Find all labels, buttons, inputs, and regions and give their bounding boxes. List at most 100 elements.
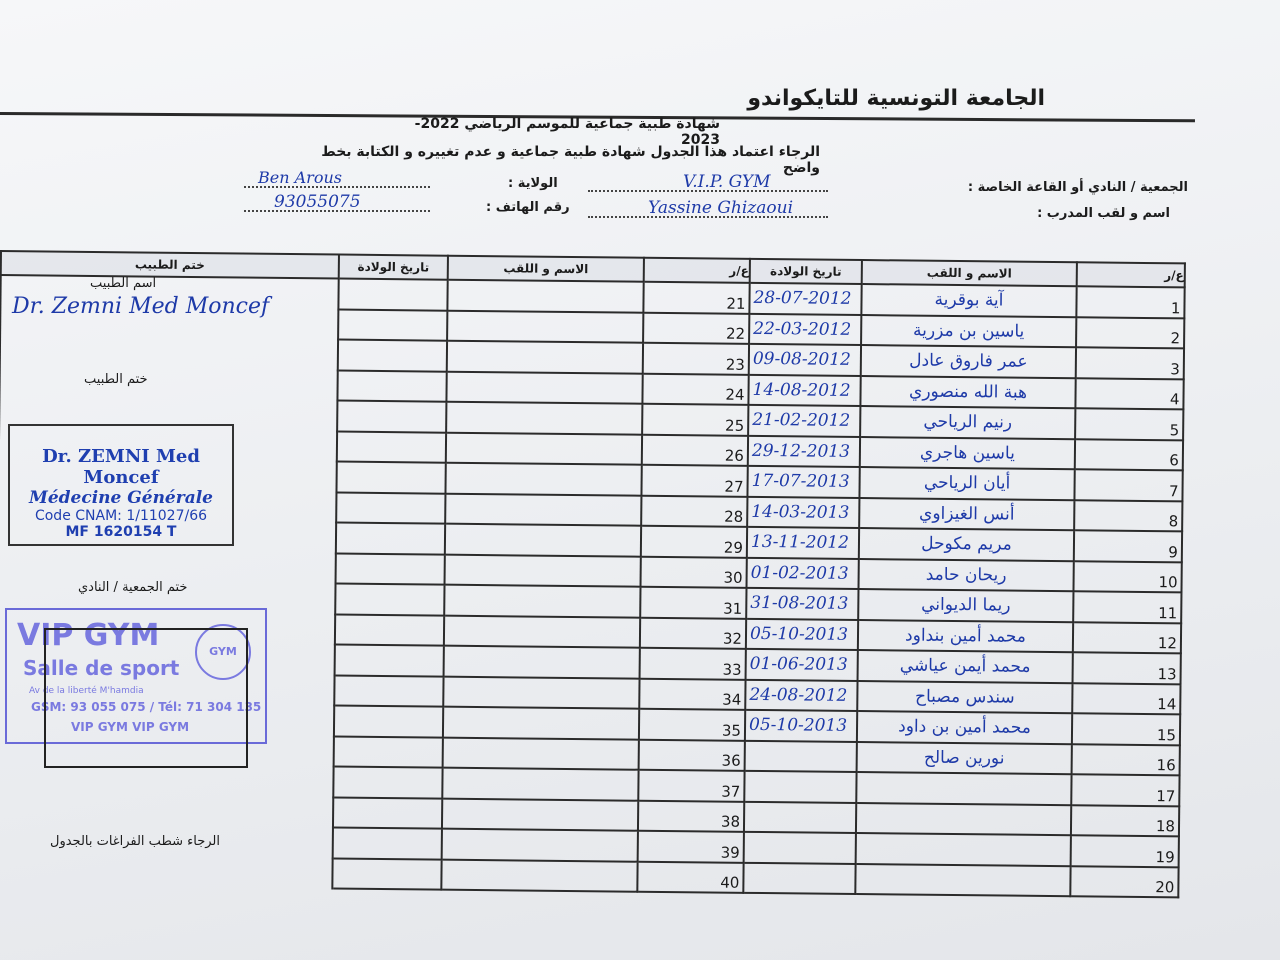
birth-date-cell[interactable] [743, 862, 856, 894]
logo-text: GYM [209, 645, 237, 658]
left-name-cell[interactable] [443, 676, 640, 709]
left-birth-date-cell[interactable] [332, 797, 443, 829]
left-name-cell[interactable] [445, 432, 643, 465]
row-number: 10 [1073, 560, 1182, 593]
birth-date-cell[interactable]: 09-08-2012 [748, 343, 862, 376]
birth-date-cell[interactable]: 05-10-2013 [744, 709, 858, 742]
left-name-cell[interactable] [445, 493, 642, 526]
athlete-name-cell[interactable]: رنيم الرياحي [860, 406, 1076, 439]
left-birth-date-cell[interactable] [333, 766, 443, 799]
left-name-cell[interactable] [446, 340, 644, 374]
birth-date-cell[interactable]: 13-11-2012 [746, 526, 860, 559]
left-birth-date-cell[interactable] [334, 675, 444, 707]
birth-date-cell[interactable]: 24-08-2012 [745, 679, 858, 712]
birth-date-cell[interactable]: 01-06-2013 [745, 648, 858, 681]
birth-date-cell[interactable]: 17-07-2013 [747, 465, 860, 498]
athlete-name-cell[interactable]: ريحان حامد [858, 558, 1074, 592]
athlete-name-cell[interactable]: آية بوقرية [861, 284, 1077, 317]
club-value: V.I.P. GYM [683, 172, 771, 192]
birth-date-cell[interactable]: 01-02-2013 [746, 557, 859, 590]
athlete-name-cell[interactable]: ياسين بن مزرية [861, 314, 1077, 348]
athlete-name-cell[interactable]: محمد أمين بنداود [857, 619, 1074, 653]
athlete-name-cell[interactable]: ريما الديواني [858, 589, 1074, 622]
birth-date-cell[interactable]: 21-02-2012 [748, 404, 861, 437]
athlete-name-cell[interactable] [855, 802, 1072, 836]
left-birth-date-cell[interactable] [338, 309, 448, 341]
left-row-number: 38 [637, 800, 745, 832]
athlete-name-cell[interactable]: نورين صالح [856, 741, 1072, 775]
left-birth-date-cell[interactable] [337, 370, 447, 402]
left-name-cell[interactable] [442, 737, 639, 770]
row-number: 19 [1070, 835, 1179, 867]
governorate-field[interactable]: Ben Arous [244, 168, 430, 188]
birth-date-cell[interactable]: 31-08-2013 [746, 587, 859, 620]
left-name-cell[interactable] [447, 279, 644, 313]
left-name-cell[interactable] [444, 554, 641, 587]
birth-date-cell[interactable]: 28-07-2012 [749, 282, 862, 315]
left-name-cell[interactable] [446, 371, 643, 404]
athlete-name-cell[interactable]: أيان الرياحي [859, 467, 1075, 500]
row-number: 7 [1074, 469, 1183, 501]
left-name-cell[interactable] [445, 462, 642, 496]
club-field[interactable]: V.I.P. GYM [588, 172, 828, 192]
left-name-cell[interactable] [442, 706, 640, 740]
row-number: 5 [1075, 408, 1184, 440]
athlete-name-cell[interactable] [855, 863, 1071, 897]
left-birth-date-cell[interactable] [332, 858, 442, 890]
athlete-name-cell[interactable]: عمر فاروق عادل [860, 345, 1077, 378]
birth-date-cell[interactable]: 14-03-2013 [747, 496, 860, 529]
instruction-text: الرجاء اعتماد هذا الجدول شهادة طبية جماع… [321, 144, 820, 176]
athlete-name-cell[interactable]: أنس الغيزاوي [859, 497, 1075, 531]
left-birth-date-cell[interactable] [335, 583, 445, 616]
athlete-name-cell[interactable]: مريم مكوحل [858, 528, 1075, 561]
left-birth-date-cell[interactable] [334, 644, 444, 677]
left-birth-date-cell[interactable] [333, 736, 443, 768]
athlete-name-cell[interactable] [856, 771, 1072, 805]
stamp-club-name: VIP GYM [17, 618, 160, 653]
left-birth-date-cell[interactable] [338, 278, 448, 311]
row-number: 6 [1074, 438, 1184, 471]
left-birth-date-cell[interactable] [337, 339, 448, 372]
left-birth-date-cell[interactable] [335, 553, 445, 585]
athlete-name-cell[interactable] [855, 832, 1071, 866]
birth-date-cell[interactable] [743, 831, 856, 864]
birth-date-cell[interactable] [744, 740, 857, 772]
phone-field[interactable]: 93055075 [244, 192, 430, 212]
left-birth-date-cell[interactable] [333, 705, 444, 738]
stamp-mf: MF 1620154 T [65, 524, 177, 540]
left-birth-date-cell[interactable] [336, 492, 446, 524]
left-row-number: 29 [640, 525, 748, 558]
left-birth-date-cell[interactable] [336, 431, 447, 463]
left-birth-date-cell[interactable] [336, 461, 446, 494]
left-name-cell[interactable] [441, 859, 638, 892]
left-birth-date-cell[interactable] [337, 400, 447, 433]
birth-date-cell[interactable] [744, 770, 857, 803]
athlete-name-cell[interactable]: سندس مصباح [857, 680, 1073, 714]
athlete-name-cell[interactable]: محمد أمين بن داود [856, 711, 1073, 744]
birth-date-cell[interactable]: 22-03-2012 [749, 313, 862, 346]
athlete-name-cell[interactable]: ياسين هاجري [859, 436, 1076, 470]
athlete-name-cell[interactable]: محمد أيمن عياشي [857, 650, 1073, 683]
left-name-cell[interactable] [444, 523, 642, 557]
club-label: الجمعية / النادي أو القاعة الخاصة : [967, 180, 1188, 195]
left-birth-date-cell[interactable] [332, 827, 442, 860]
left-name-cell[interactable] [443, 645, 640, 679]
left-name-cell[interactable] [442, 767, 639, 801]
birth-date-cell[interactable]: 29-12-2013 [747, 435, 861, 468]
stamp-doctor-name: Dr. ZEMNI Med Moncef [42, 446, 200, 488]
birth-date-cell[interactable] [743, 801, 857, 833]
left-name-cell[interactable] [443, 615, 641, 648]
birth-date-cell[interactable]: 05-10-2013 [745, 618, 859, 651]
left-name-cell[interactable] [441, 828, 638, 862]
row-number: 16 [1071, 743, 1180, 776]
left-name-cell[interactable] [447, 310, 644, 343]
left-name-cell[interactable] [441, 798, 639, 831]
left-name-cell[interactable] [444, 584, 641, 618]
left-row-number: 33 [639, 647, 746, 680]
left-birth-date-cell[interactable] [335, 522, 446, 555]
left-birth-date-cell[interactable] [334, 614, 445, 646]
left-name-cell[interactable] [446, 401, 643, 435]
coach-field[interactable]: Yassine Ghizaoui [588, 198, 828, 218]
athlete-name-cell[interactable]: هبة الله منصوري [860, 375, 1076, 409]
birth-date-cell[interactable]: 14-08-2012 [748, 374, 861, 407]
